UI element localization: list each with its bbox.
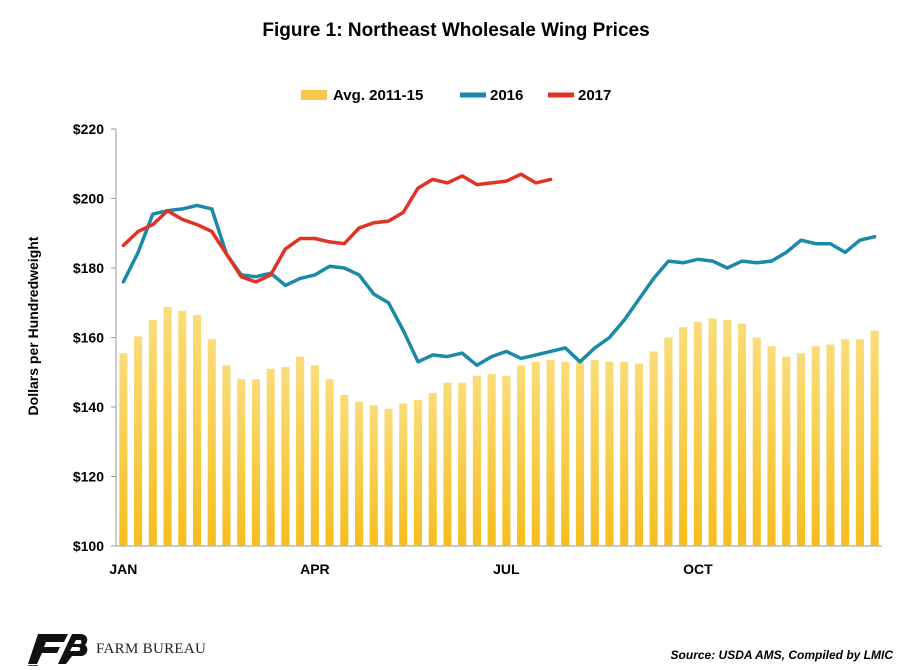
bar-avg-2011-15	[531, 361, 540, 546]
line-series-2017	[121, 172, 553, 284]
legend-swatch-avg	[301, 90, 327, 100]
bar-avg-2011-15	[649, 351, 658, 546]
bar-avg-2011-15	[384, 408, 393, 546]
bar-avg-2011-15	[134, 336, 143, 546]
chart-title: Figure 1: Northeast Wholesale Wing Price…	[262, 20, 649, 41]
bar-avg-2011-15	[767, 346, 776, 546]
bar-avg-2011-15	[679, 327, 688, 546]
bar-avg-2011-15	[782, 356, 791, 546]
bar-avg-2011-15	[163, 306, 172, 546]
bar-avg-2011-15	[251, 379, 260, 546]
bar-avg-2011-15	[752, 337, 761, 546]
bar-avg-2011-15	[723, 320, 732, 546]
bar-avg-2011-15	[870, 330, 879, 546]
bar-avg-2011-15	[811, 346, 820, 546]
bar-avg-2011-15	[502, 375, 511, 546]
bar-avg-2011-15	[458, 382, 467, 546]
x-tick-label: JAN	[109, 561, 137, 577]
bar-avg-2011-15	[841, 339, 850, 546]
legend-label-2016: 2016	[490, 87, 523, 104]
x-tick-label: JUL	[493, 561, 520, 577]
y-tick-label: $120	[73, 469, 104, 485]
plot-area: $220 $200 $180 $160 $140 $120 $100 JAN APR JUL OCT	[73, 121, 882, 577]
bar-avg-2011-15	[310, 365, 319, 546]
bar-avg-2011-15	[207, 339, 216, 546]
bar-avg-2011-15	[634, 363, 643, 546]
line-series-2016	[121, 203, 877, 368]
farm-bureau-logo: FARM BUREAU	[28, 632, 206, 666]
bar-avg-2011-15	[237, 379, 246, 546]
bar-avg-2011-15	[664, 337, 673, 546]
bar-avg-2011-15	[546, 360, 555, 546]
bar-avg-2011-15	[605, 361, 614, 546]
y-tick-label: $100	[73, 538, 104, 554]
bar-avg-2011-15	[192, 314, 202, 546]
y-axis-label: Dollars per Hundredweight	[25, 236, 41, 415]
bar-avg-2011-15	[148, 320, 157, 546]
y-tick-label: $220	[73, 121, 104, 137]
y-tick-label: $200	[73, 191, 104, 207]
bar-avg-2011-15	[738, 323, 747, 546]
farm-bureau-logo-icon	[28, 634, 88, 666]
bar-avg-2011-15	[855, 339, 864, 546]
bar-avg-2011-15	[222, 365, 231, 546]
legend: Avg. 2011-15 2016 2017	[301, 87, 611, 104]
bar-avg-2011-15	[266, 368, 275, 546]
bar-avg-2011-15	[369, 405, 378, 546]
bar-avg-2011-15	[487, 373, 496, 546]
bar-avg-2011-15	[296, 356, 305, 546]
bar-avg-2011-15	[428, 393, 437, 546]
bar-avg-2011-15	[561, 361, 570, 546]
bar-avg-2011-15	[413, 400, 423, 546]
bar-avg-2011-15	[399, 403, 408, 546]
x-tick-label: OCT	[683, 561, 713, 577]
bar-avg-2011-15	[826, 344, 835, 546]
legend-label-avg: Avg. 2011-15	[333, 87, 423, 104]
y-tick-label: $160	[73, 330, 104, 346]
bar-avg-2011-15	[355, 401, 364, 546]
legend-label-2017: 2017	[578, 87, 611, 104]
bar-avg-2011-15	[325, 379, 334, 546]
bar-avg-2011-15	[472, 375, 481, 546]
y-tick-label: $140	[73, 399, 104, 415]
bar-avg-2011-15	[620, 361, 629, 546]
bar-avg-2011-15	[590, 360, 599, 546]
bar-avg-2011-15	[693, 321, 702, 546]
bar-avg-2011-15	[119, 353, 128, 546]
x-tick-label: APR	[300, 561, 330, 577]
bar-avg-2011-15	[517, 365, 526, 546]
bar-avg-2011-15	[575, 361, 585, 546]
source-note: Source: USDA AMS, Compiled by LMIC	[670, 648, 893, 662]
farm-bureau-logo-text: FARM BUREAU	[96, 640, 207, 657]
bar-avg-2011-15	[178, 310, 187, 546]
y-tick-label: $180	[73, 260, 104, 276]
bar-avg-2011-15	[340, 394, 349, 546]
bar-avg-2011-15	[796, 353, 806, 546]
bar-avg-2011-15	[708, 318, 717, 546]
bar-avg-2011-15	[281, 367, 290, 546]
bar-avg-2011-15	[443, 382, 452, 546]
